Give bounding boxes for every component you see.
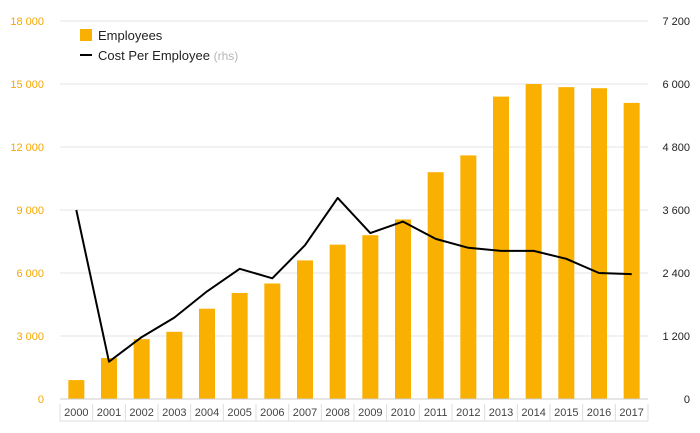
employees-bar (395, 219, 411, 399)
right-tick-label: 3 600 (662, 205, 690, 217)
x-tick-label: 2015 (554, 407, 578, 419)
left-tick-label: 3 000 (16, 331, 44, 343)
x-tick-label: 2016 (587, 407, 611, 419)
axes: 0 0 3 000 1 200 6 000 2 400 9 000 3 600 12 000 4 … (10, 16, 690, 422)
left-tick-label: 18 000 (10, 16, 44, 28)
x-tick-label: 2005 (227, 407, 251, 419)
employees-bar (133, 339, 150, 399)
x-tick-label: 2010 (391, 407, 415, 419)
x-tick-label: 2004 (195, 407, 219, 419)
left-tick-label: 15 000 (10, 79, 44, 91)
x-tick-label: 2001 (97, 407, 121, 419)
employees-bar (623, 102, 640, 400)
legend-label-employees: Employees (98, 28, 163, 43)
employees-bar (460, 155, 477, 399)
right-tick-label: 4 800 (662, 142, 690, 154)
employees-bar (231, 292, 248, 399)
x-tick-label: 2011 (424, 407, 448, 419)
right-tick-label: 1 200 (662, 331, 690, 343)
employees-bar (558, 87, 575, 400)
employees-bar (297, 260, 313, 399)
x-tick-label: 2009 (358, 407, 382, 419)
employees-bar (427, 172, 444, 399)
x-tick-label: 2002 (129, 407, 153, 419)
cost-per-employee-line-group (75, 196, 632, 363)
x-tick-label: 2017 (619, 407, 643, 419)
left-tick-label: 0 (38, 394, 44, 406)
x-tick-label: 2014 (521, 407, 545, 419)
employees-bar (493, 96, 509, 399)
x-tick-label: 2013 (489, 407, 513, 419)
legend-rhs-suffix: (rhs) (214, 49, 239, 63)
employee-bars (68, 84, 640, 400)
left-tick-label: 12 000 (10, 142, 44, 154)
legend: Employees Cost Per Employee (rhs) (80, 28, 238, 63)
employees-bar (591, 88, 607, 399)
x-tick-label: 2007 (293, 407, 317, 419)
left-tick-label: 6 000 (16, 268, 44, 280)
right-tick-label: 0 (684, 394, 690, 406)
x-tick-label: 2006 (260, 407, 284, 419)
legend-label-cost-per-employee: Cost Per Employee (rhs) (98, 48, 238, 63)
right-tick-label: 6 000 (662, 79, 690, 91)
x-tick-label: 2008 (325, 407, 349, 419)
x-tick-label: 2003 (162, 407, 186, 419)
cost-per-employee-line (75, 196, 632, 363)
right-tick-label: 2 400 (662, 268, 690, 280)
employees-bar (329, 244, 346, 399)
employees-bar (68, 380, 85, 399)
employees-bar (264, 283, 281, 399)
employees-bar (101, 358, 117, 399)
x-tick-label: 2012 (456, 407, 480, 419)
left-tick-label: 9 000 (16, 205, 44, 217)
right-tick-label: 7 200 (662, 16, 690, 28)
employees-bar (362, 235, 379, 399)
employees-bar (166, 331, 183, 399)
legend-swatch-employees (80, 29, 92, 41)
gridlines (60, 20, 648, 337)
x-tick-label: 2000 (64, 407, 88, 419)
employees-bar (525, 84, 542, 399)
employees-bar (199, 308, 215, 399)
